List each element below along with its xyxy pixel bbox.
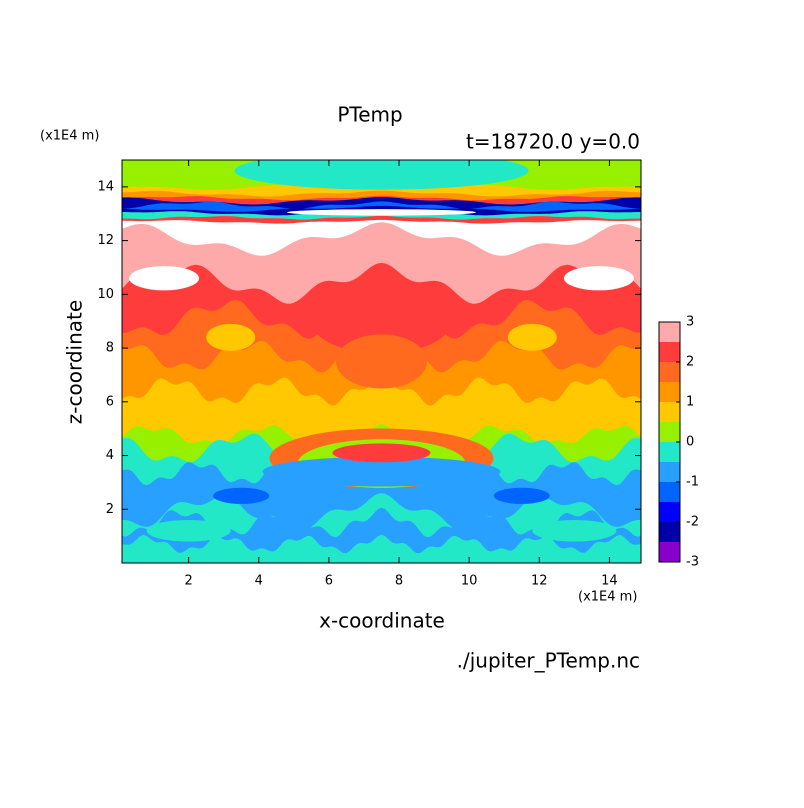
colorbar-tick-label: 2 (686, 355, 694, 370)
colorbar-swatch (659, 502, 680, 522)
source-file: ./jupiter_PTemp.nc (457, 649, 640, 673)
contour-patch (287, 209, 476, 216)
colorbar-swatch (659, 442, 680, 462)
contour-patch (311, 288, 452, 354)
contour-patch (234, 160, 529, 190)
contour-patch (146, 519, 231, 542)
x-tick-label: 12 (531, 574, 548, 589)
x-tick-label: 4 (255, 574, 263, 589)
colorbar-tick-label: -3 (686, 555, 699, 570)
x-tick-label: 10 (461, 574, 478, 589)
contour-patch (213, 487, 270, 504)
colorbar-tick-label: 1 (686, 395, 694, 410)
colorbar-tick-label: 3 (686, 315, 694, 330)
colorbar-swatch (659, 482, 680, 502)
y-tick-label: 12 (97, 233, 114, 248)
y-tick-label: 10 (97, 287, 114, 302)
colorbar-swatch (659, 462, 680, 482)
y-axis-label: z-coordinate (63, 300, 87, 424)
colorbar-swatch (659, 362, 680, 382)
colorbar-swatch (659, 382, 680, 402)
y-tick-label: 4 (106, 448, 114, 463)
contour-patch (493, 487, 550, 504)
colorbar-swatch (659, 322, 680, 342)
y-tick-label: 6 (106, 394, 114, 409)
colorbar-swatch (659, 542, 680, 562)
y-tick-label: 2 (106, 502, 114, 517)
contour-patch (563, 266, 634, 291)
x-unit: (x1E4 m) (578, 590, 637, 605)
contour-patch (129, 266, 200, 291)
chart-title: PTemp (337, 103, 402, 127)
x-tick-label: 8 (395, 574, 403, 589)
colorbar-tick-label: 0 (686, 435, 694, 450)
contour-patch (532, 519, 617, 542)
y-tick-label: 14 (97, 179, 114, 194)
subtitle: t=18720.0 y=0.0 (466, 130, 640, 154)
contour-patch (332, 443, 431, 463)
colorbar-swatch (659, 342, 680, 362)
contour-field (122, 160, 641, 563)
x-tick-label: 14 (601, 574, 618, 589)
contour-patch (262, 456, 501, 487)
plot-frame (121, 159, 642, 564)
y-unit: (x1E4 m) (40, 129, 99, 144)
contour-patch (336, 334, 427, 389)
x-tick-label: 6 (325, 574, 333, 589)
colorbar-swatch (659, 522, 680, 542)
contour-patch (206, 323, 256, 351)
x-axis-label: x-coordinate (319, 609, 445, 633)
colorbar-tick-label: -1 (686, 475, 699, 490)
y-tick-label: 8 (106, 341, 114, 356)
colorbar-tick-label: -2 (686, 515, 699, 530)
x-tick-label: 2 (184, 574, 192, 589)
contour-band (122, 534, 641, 563)
contour-patch (507, 323, 557, 351)
colorbar-swatch (659, 422, 680, 442)
colorbar-swatch (659, 402, 680, 422)
